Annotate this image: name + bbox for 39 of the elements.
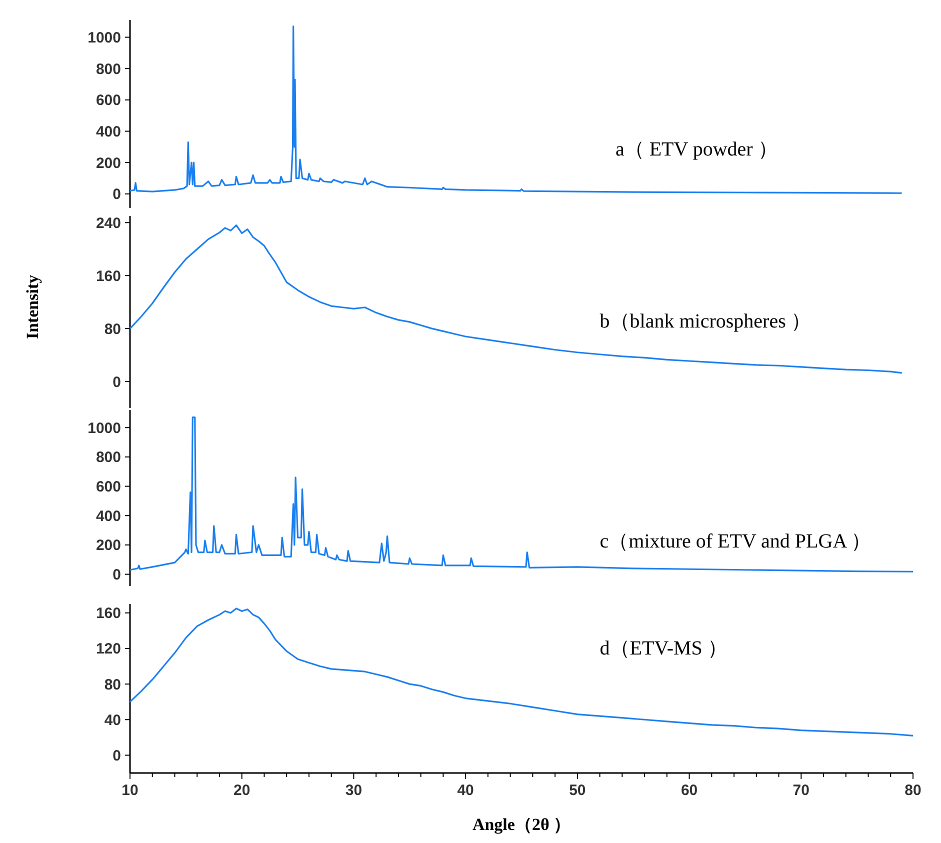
- y-tick-label: 800: [96, 449, 121, 466]
- y-tick-label: 0: [112, 186, 121, 204]
- x-tick-label: 60: [680, 782, 698, 799]
- y-tick-label: 80: [104, 676, 121, 694]
- text: d（ETV-MS ）: [600, 638, 728, 660]
- y-tick-label: 160: [96, 268, 121, 285]
- y-tick-label: 400: [96, 123, 121, 140]
- y-tick-label: 1000: [88, 420, 121, 437]
- y-tick-label: 160: [96, 605, 121, 622]
- x-tick-label: 30: [345, 782, 362, 799]
- y-tick-label: 120: [96, 640, 121, 658]
- y-tick-label: 600: [96, 92, 121, 110]
- series-label: b（blank microspheres ）: [600, 310, 811, 332]
- x-tick-label: 20: [234, 782, 250, 799]
- y-tick-label: 800: [96, 60, 121, 78]
- y-tick-label: 600: [96, 478, 121, 496]
- y-tick-label: 0: [112, 747, 121, 764]
- x-tick-label: 70: [792, 782, 810, 799]
- y-tick-label: 400: [96, 508, 121, 525]
- series-label: c（mixture of ETV and PLGA ）: [600, 530, 872, 552]
- y-tick-label: 1000: [88, 29, 121, 46]
- x-tick-label: 40: [457, 782, 474, 799]
- line-series: [129, 224, 903, 374]
- x-tick-label: 80: [904, 782, 922, 799]
- y-axis-title: Intensity: [23, 274, 42, 340]
- series-label: a（ ETV powder ）: [615, 138, 778, 160]
- y-tick-label: 0: [112, 374, 121, 391]
- y-tick-label: 80: [104, 320, 121, 338]
- x-tick-label: 10: [122, 782, 138, 799]
- y-tick-label: 40: [104, 712, 121, 729]
- line-series: [129, 608, 914, 736]
- x-axis-title: Angle（2θ ）: [472, 815, 571, 834]
- line-series: [129, 416, 914, 572]
- y-tick-label: 200: [96, 537, 121, 554]
- y-tick-label: 200: [96, 154, 121, 172]
- x-tick-label: 50: [569, 782, 586, 799]
- y-tick-label: 0: [112, 566, 121, 584]
- line-series: [129, 25, 903, 194]
- y-tick-label: 240: [96, 214, 121, 232]
